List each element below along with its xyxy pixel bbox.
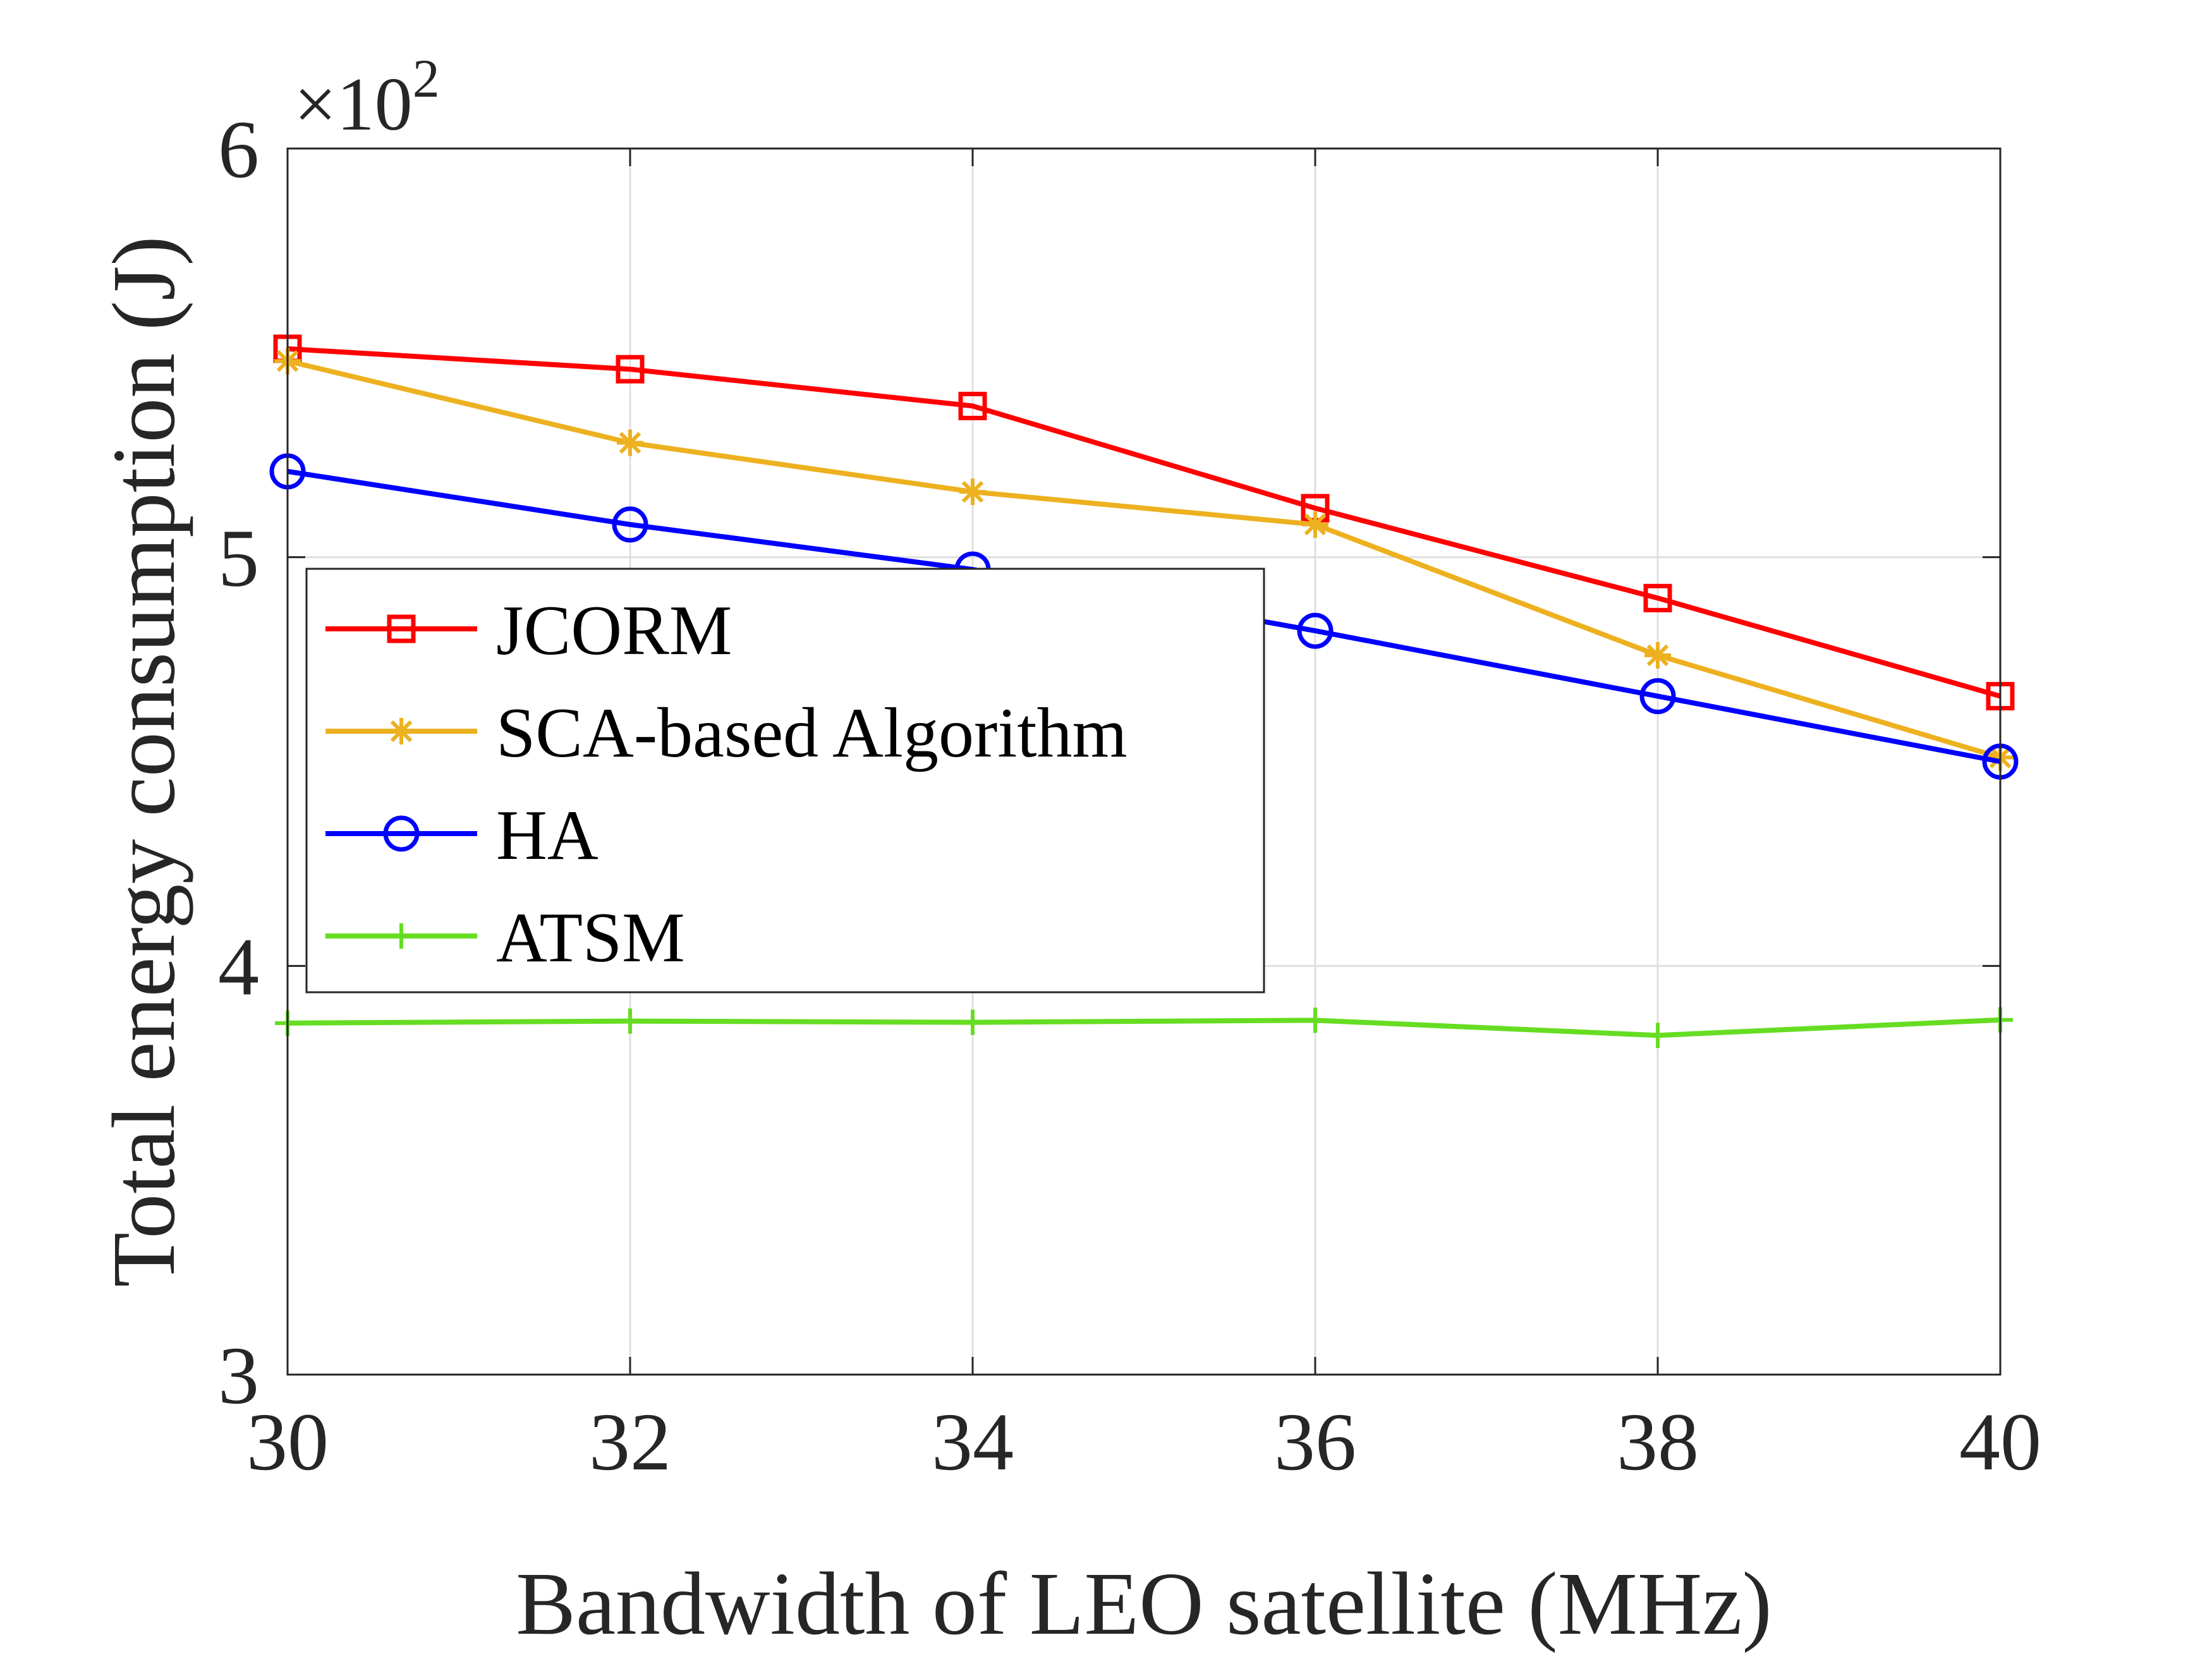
legend-label: HA [496, 796, 599, 875]
data-point-atsm [1303, 1007, 1328, 1033]
x-tick-label: 40 [1959, 1397, 2041, 1488]
legend-entry-sca-based-algorithm: SCA-based Algorithm [325, 694, 1127, 772]
x-tick-label: 36 [1274, 1397, 1356, 1488]
x-tick-label: 38 [1617, 1397, 1699, 1488]
legend: JCORM SCA-based Algorithm HA ATSM [305, 568, 1265, 994]
data-point-jcorm [958, 391, 987, 420]
data-point-ha [1639, 678, 1676, 715]
legend-entry-atsm: ATSM [325, 899, 685, 977]
x-tick-label: 30 [246, 1397, 329, 1488]
data-point-jcorm [1643, 583, 1672, 612]
data-point-atsm [1645, 1023, 1670, 1048]
y-tick-label: 6 [218, 104, 259, 195]
legend-swatch-marker [387, 614, 416, 643]
data-point-sca-based-algorithm [1302, 511, 1328, 538]
legend-entry-ha: HA [325, 796, 599, 875]
data-point-atsm [960, 1009, 985, 1035]
data-point-sca-based-algorithm [617, 429, 643, 456]
legend-swatch-marker [388, 718, 415, 744]
data-point-sca-based-algorithm [1644, 641, 1671, 669]
legend-label: ATSM [496, 899, 685, 977]
legend-swatch-marker [383, 815, 420, 852]
y-exponent-label: ×102 [294, 48, 440, 146]
legend-swatch-marker [389, 923, 414, 949]
legend-label: JCORM [496, 592, 732, 670]
y-tick-label: 5 [218, 513, 259, 604]
series-atsm [275, 1007, 2013, 1048]
legend-entry-jcorm: JCORM [325, 592, 732, 670]
y-tick-label: 4 [218, 921, 259, 1012]
x-tick-label: 32 [589, 1397, 671, 1488]
x-axis-title: Bandwidth of LEO satellite (MHz) [516, 1553, 1772, 1653]
x-tick-label: 34 [932, 1397, 1014, 1488]
plot-frame [286, 147, 2002, 1376]
legend-label: SCA-based Algorithm [496, 694, 1127, 772]
series-line-jcorm [287, 346, 2002, 699]
legend-items: JCORM SCA-based Algorithm HA ATSM [325, 592, 1127, 977]
y-tick-label: 3 [218, 1330, 259, 1421]
data-point-atsm [617, 1008, 643, 1034]
series-line-sca-based-algorithm [287, 358, 2002, 760]
series-line-atsm [287, 1017, 2001, 1038]
data-point-jcorm [616, 355, 645, 384]
data-point-ha [1297, 612, 1334, 649]
legend-box [305, 568, 1265, 994]
data-point-sca-based-algorithm [959, 478, 986, 506]
data-point-ha [612, 506, 648, 543]
y-axis-title: Total energy consumption (J) [94, 236, 193, 1287]
